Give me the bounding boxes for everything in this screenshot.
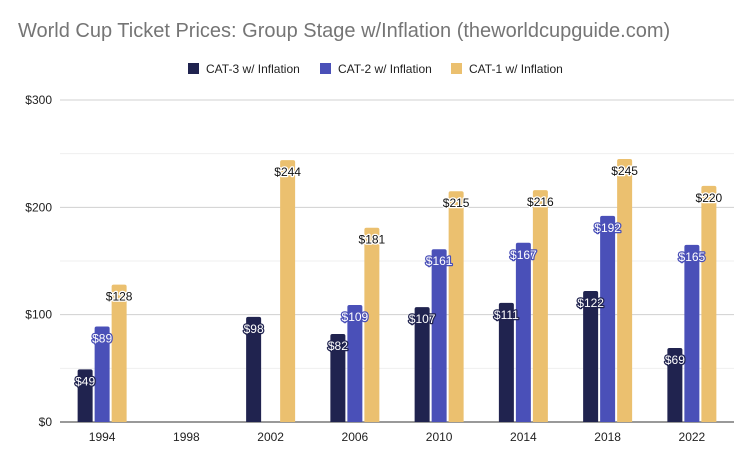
- legend-swatch: [188, 63, 199, 74]
- data-label: $165: [679, 250, 706, 264]
- bar: [667, 347, 683, 422]
- data-label: $216: [527, 195, 554, 209]
- bar: [94, 326, 110, 422]
- data-label: $122: [577, 296, 604, 310]
- y-axis: $0 $100 $200 $300: [25, 93, 52, 429]
- data-label: $161: [426, 254, 453, 268]
- y-tick-label: $300: [25, 93, 52, 107]
- x-tick-label: 1998: [173, 430, 200, 444]
- data-label: $181: [359, 233, 386, 247]
- data-label: $215: [443, 196, 470, 210]
- legend-label: CAT-2 w/ Inflation: [338, 62, 432, 76]
- bar: [701, 185, 717, 422]
- data-label: $128: [106, 290, 133, 304]
- bar: [532, 190, 548, 422]
- bar: [347, 305, 363, 422]
- legend-label: CAT-3 w/ Inflation: [206, 62, 300, 76]
- bar: [111, 284, 127, 422]
- x-axis: 1994 1998 2002 2006 2010 2014 2018 2022: [89, 430, 706, 444]
- y-tick-label: $100: [25, 308, 52, 322]
- data-label: $82: [328, 339, 348, 353]
- bar: [448, 191, 464, 422]
- bar: [246, 316, 262, 422]
- data-label: $245: [611, 164, 638, 178]
- data-label: $98: [244, 322, 264, 336]
- x-tick-label: 2014: [510, 430, 537, 444]
- data-label: $109: [342, 310, 369, 324]
- bar: [364, 227, 380, 422]
- y-tick-label: $0: [39, 415, 53, 429]
- x-tick-label: 2010: [426, 430, 453, 444]
- data-label: $49: [75, 374, 95, 388]
- data-label: $244: [274, 165, 301, 179]
- bar: [583, 291, 599, 422]
- bar: [77, 369, 93, 422]
- chart-title: World Cup Ticket Prices: Group Stage w/I…: [18, 20, 671, 42]
- data-labels: $49 $89 $128 $98 $244 $82 $109 $181 $107 $161 $215…: [74, 163, 724, 390]
- y-tick-label: $200: [25, 200, 52, 214]
- bar: [617, 159, 633, 423]
- bar: [515, 242, 531, 422]
- data-label: $111: [494, 308, 519, 322]
- x-tick-label: 2002: [257, 430, 284, 444]
- legend-label: CAT-1 w/ Inflation: [469, 62, 563, 76]
- bar: [600, 215, 616, 422]
- gridlines: [60, 99, 734, 423]
- legend-swatch: [320, 63, 331, 74]
- bar: [330, 333, 346, 422]
- data-label: $220: [696, 191, 723, 205]
- bar: [414, 307, 430, 422]
- data-label: $192: [594, 221, 621, 235]
- data-label: $107: [409, 312, 436, 326]
- bar: [431, 249, 447, 422]
- x-tick-label: 2018: [594, 430, 621, 444]
- legend: CAT-3 w/ Inflation CAT-2 w/ Inflation CAT-…: [188, 62, 563, 76]
- data-label: $167: [510, 248, 537, 262]
- data-label: $89: [92, 331, 112, 345]
- x-tick-label: 1994: [89, 430, 116, 444]
- x-tick-label: 2022: [679, 430, 706, 444]
- bar: [498, 302, 514, 422]
- x-tick-label: 2006: [342, 430, 369, 444]
- bar: [280, 160, 296, 422]
- bar: [684, 244, 700, 422]
- data-label: $69: [665, 353, 685, 367]
- bars: [77, 159, 717, 423]
- legend-swatch: [451, 63, 462, 74]
